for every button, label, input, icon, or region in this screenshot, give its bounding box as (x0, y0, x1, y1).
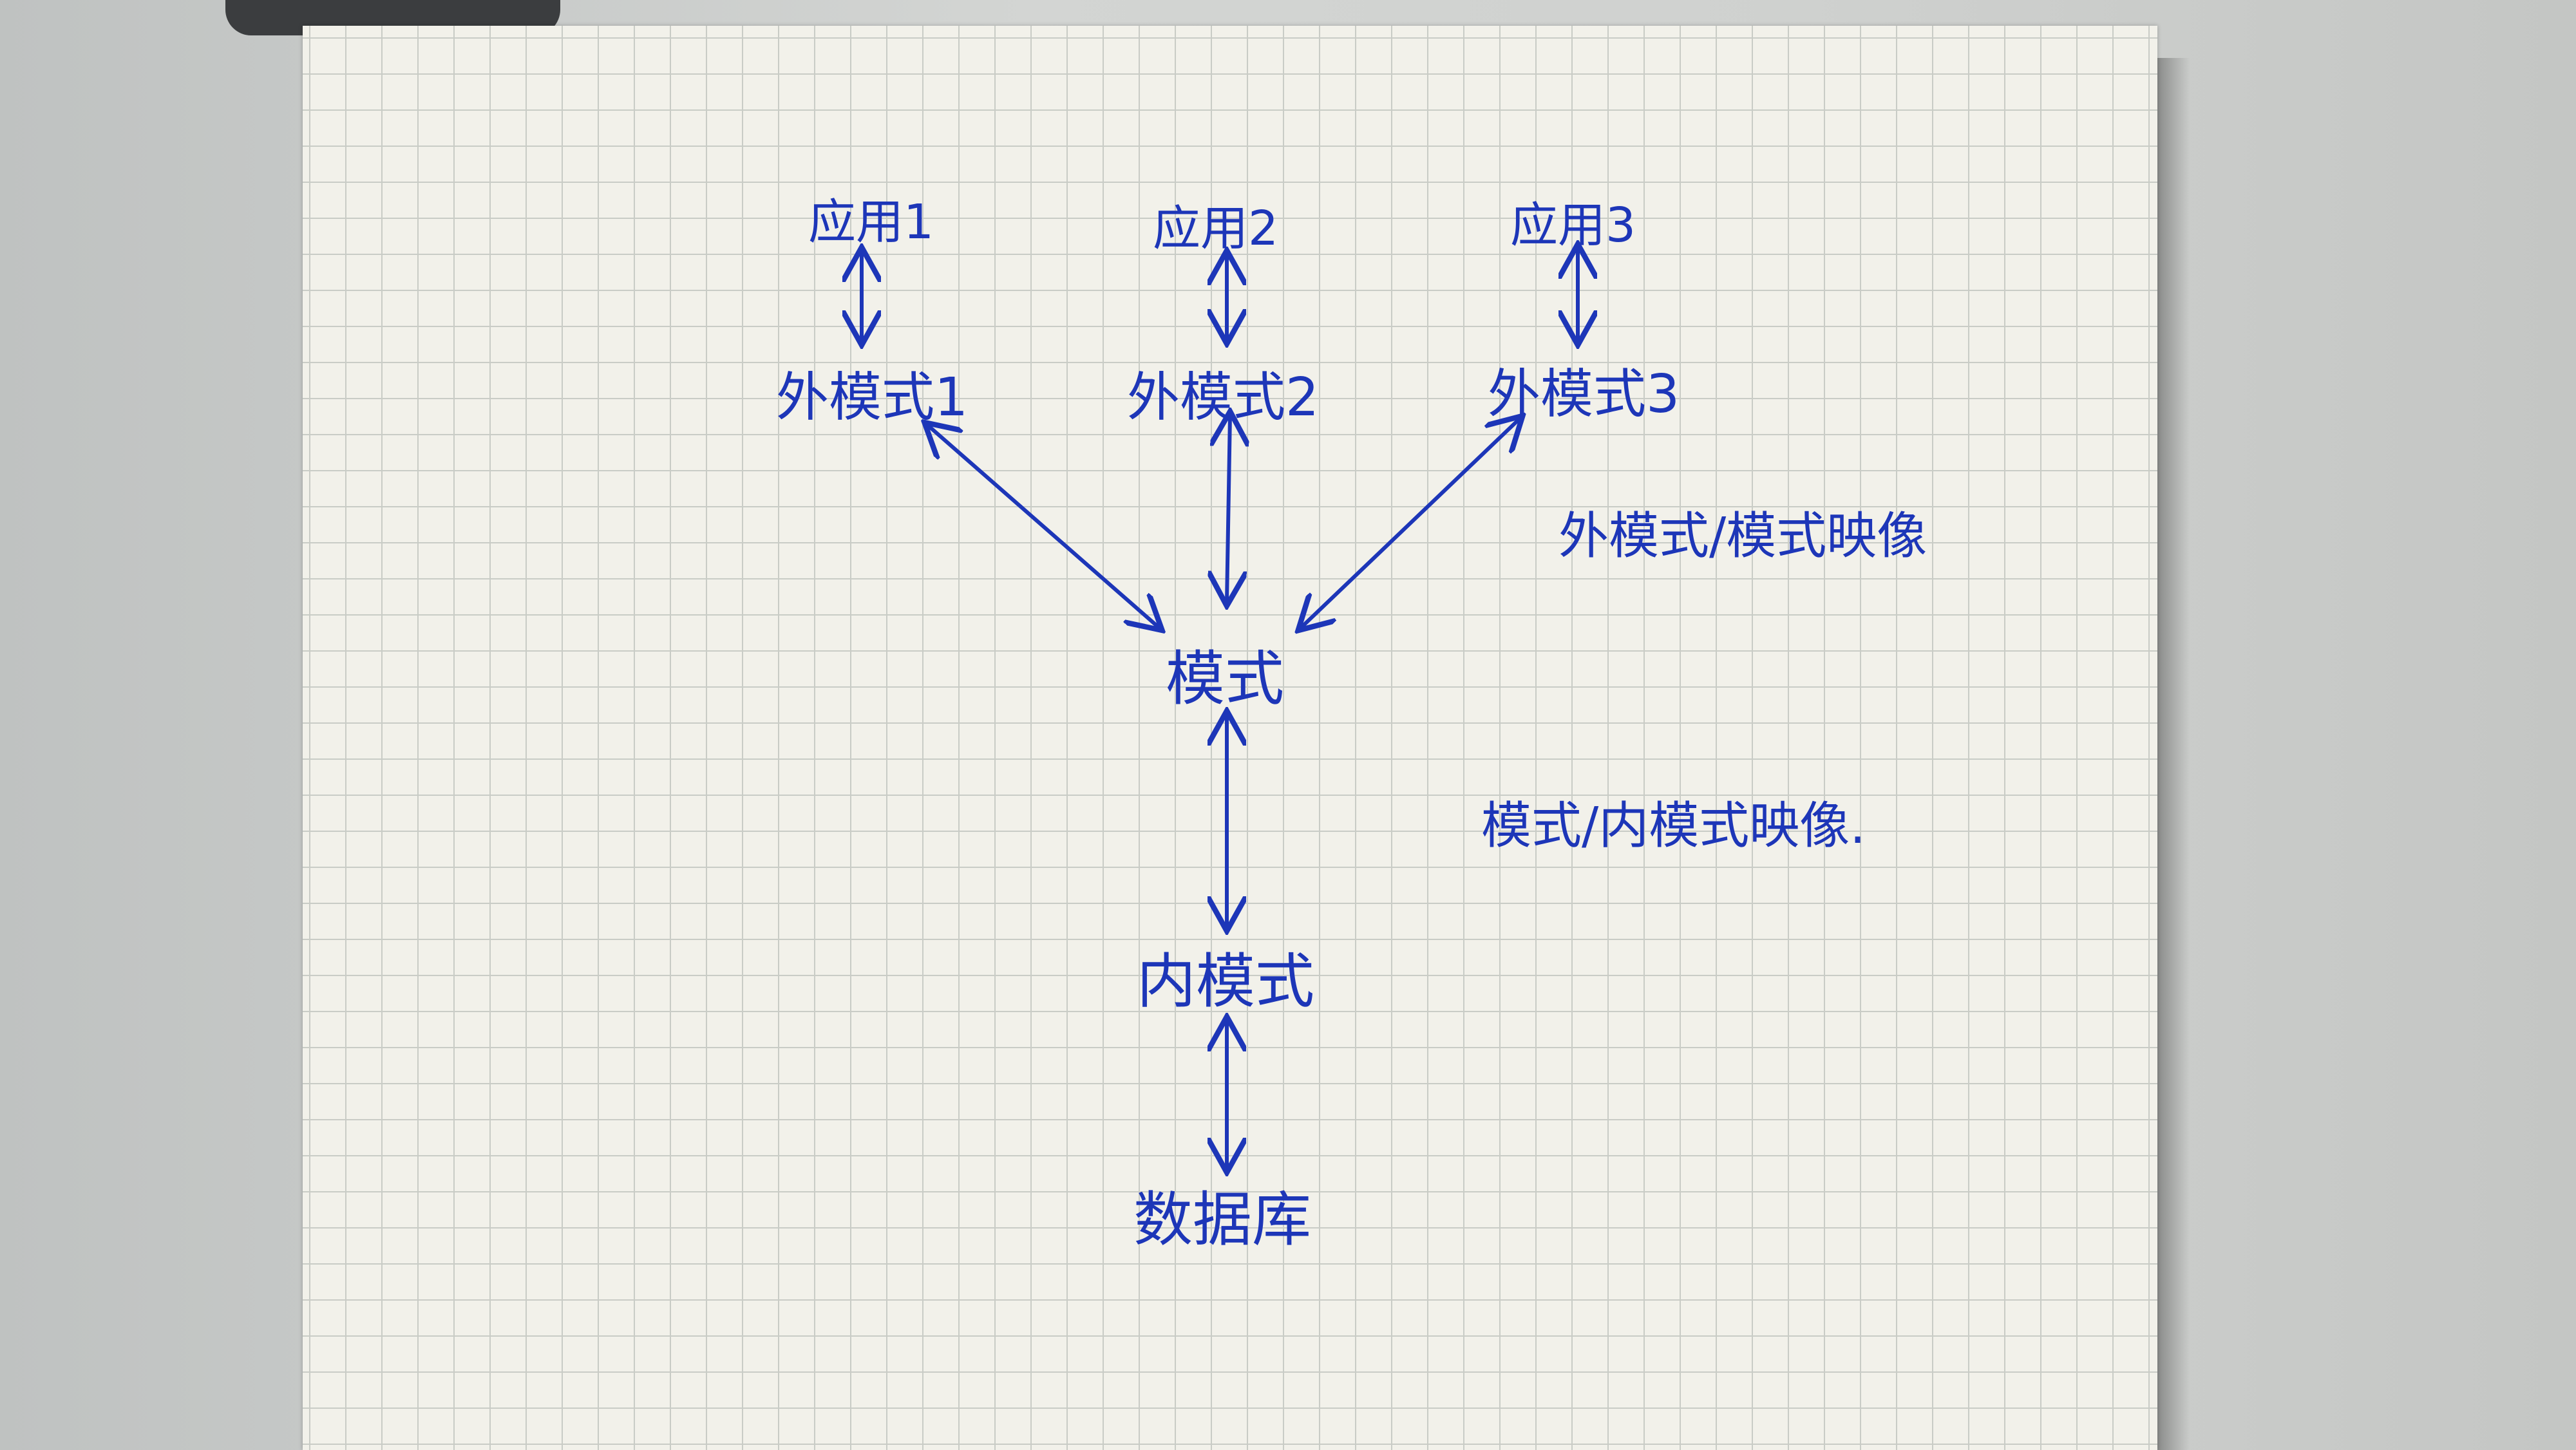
node-ext1: 外模式1 (776, 367, 969, 428)
arrow-ext1-schema (927, 425, 1159, 628)
annotation-internal-mapping: 模式/内模式映像. (1481, 797, 1866, 855)
arrow-ext3-schema (1301, 419, 1520, 628)
node-internal: 内模式 (1137, 947, 1315, 1016)
node-ext3: 外模式3 (1488, 364, 1680, 425)
node-ext2: 外模式2 (1127, 367, 1320, 428)
arrow-ext2-schema (1227, 415, 1230, 602)
annotation-external-mapping: 外模式/模式映像 (1558, 507, 1927, 565)
node-app2: 应用2 (1153, 201, 1279, 256)
node-app3: 应用3 (1510, 198, 1636, 253)
node-schema: 模式 (1166, 645, 1285, 713)
node-database: 数据库 (1133, 1185, 1312, 1254)
node-app1: 应用1 (808, 194, 934, 250)
